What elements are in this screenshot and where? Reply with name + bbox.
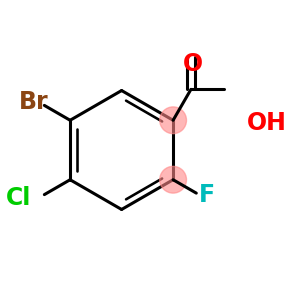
- Circle shape: [160, 167, 187, 193]
- Text: Br: Br: [19, 90, 49, 114]
- Text: F: F: [199, 183, 215, 207]
- Circle shape: [160, 107, 187, 134]
- Text: OH: OH: [247, 111, 286, 135]
- Text: O: O: [183, 52, 203, 76]
- Text: Cl: Cl: [6, 186, 31, 210]
